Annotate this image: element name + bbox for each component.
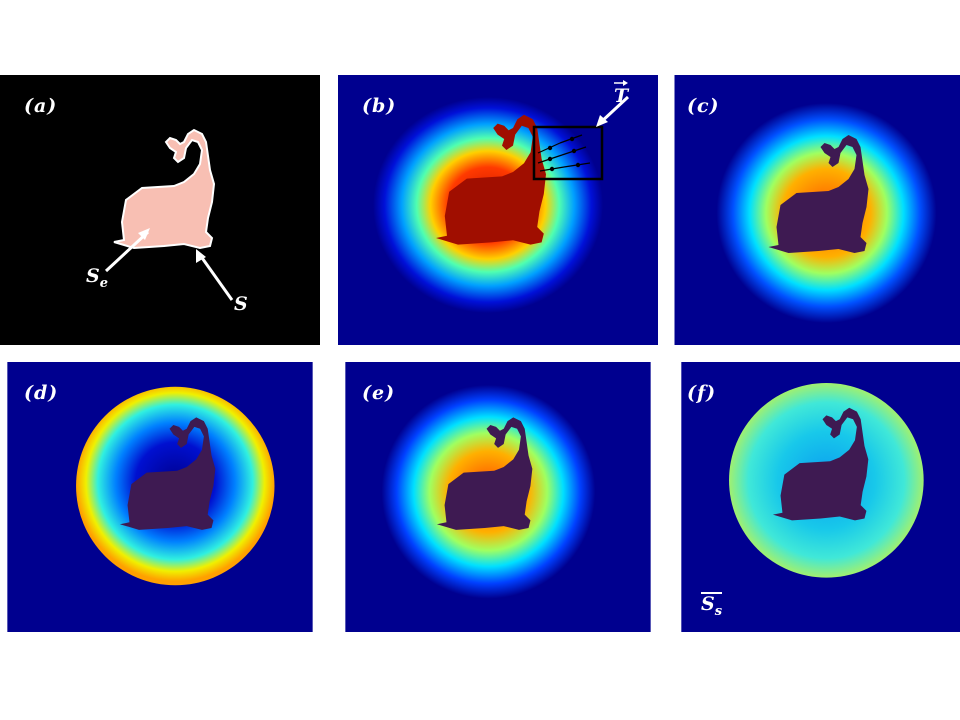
s-annotation: S: [234, 293, 248, 315]
panel-label-a: (a): [24, 95, 58, 117]
panel-f-image: [681, 362, 960, 632]
panel-a: (a) Se S: [0, 75, 320, 345]
panel-d-image: [7, 362, 313, 632]
panel-e-image: [345, 362, 651, 632]
se-annotation: Se: [86, 265, 108, 291]
panel-b-image: [338, 75, 658, 345]
panel-label-f: (f): [687, 382, 717, 404]
zoom-box: [532, 125, 604, 181]
panel-c-image: [674, 75, 960, 345]
t-annotation: T: [614, 85, 629, 107]
se-arrow: [104, 230, 150, 273]
panel-f: (f) Ss: [663, 362, 960, 632]
vector-field: [537, 134, 591, 172]
se-main: S: [86, 265, 100, 287]
ss-annotation: Ss: [701, 592, 723, 619]
se-sub: e: [99, 276, 109, 291]
panel-d: (d): [0, 362, 320, 632]
t-arrow: [598, 95, 630, 125]
panel-b: (b) T: [338, 75, 658, 345]
panel-label-c: (c): [687, 95, 720, 117]
panel-label-d: (d): [24, 382, 59, 404]
panel-c: (c): [663, 75, 960, 345]
ss-main: S: [701, 593, 715, 615]
panel-e: (e): [338, 362, 658, 632]
panel-label-e: (e): [362, 382, 396, 404]
panel-label-b: (b): [362, 95, 397, 117]
panel-a-image: [0, 75, 320, 345]
ss-sub: s: [714, 604, 723, 619]
s-arrow: [198, 254, 234, 301]
